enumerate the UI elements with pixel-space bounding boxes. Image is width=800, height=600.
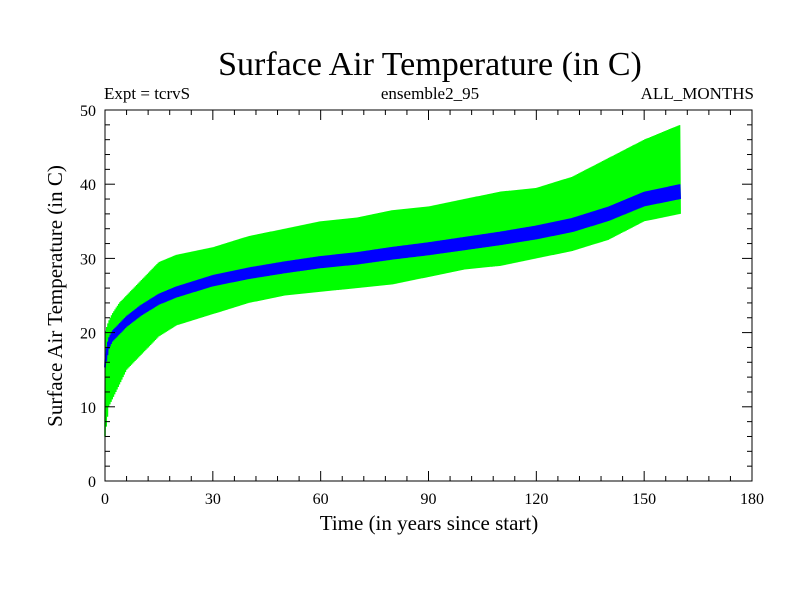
y-tick-labels: 0 10 20 30 40 50 bbox=[80, 103, 96, 491]
x-tick-label: 150 bbox=[632, 491, 656, 508]
y-tick-label: 10 bbox=[80, 400, 96, 417]
mean-line bbox=[104, 184, 682, 368]
chart-title: Surface Air Temperature (in C) bbox=[218, 46, 642, 83]
y-tick-label: 30 bbox=[80, 251, 96, 268]
y-tick-label: 0 bbox=[88, 474, 96, 491]
subtitle-center: ensemble2_95 bbox=[381, 84, 479, 103]
x-tick-label: 0 bbox=[101, 491, 109, 508]
subtitle-right: ALL_MONTHS bbox=[641, 84, 754, 103]
y-tick-label: 40 bbox=[80, 177, 96, 194]
spread-series bbox=[104, 125, 681, 437]
spread-line bbox=[104, 125, 681, 437]
y-tick-label: 50 bbox=[80, 103, 96, 120]
y-tick-label: 20 bbox=[80, 326, 96, 343]
mean-series bbox=[104, 184, 682, 368]
y-axis-label: Surface Air Temperature (in C) bbox=[43, 165, 67, 427]
x-tick-label: 60 bbox=[313, 491, 329, 508]
x-tick-label: 90 bbox=[421, 491, 437, 508]
x-axis-label: Time (in years since start) bbox=[320, 511, 539, 535]
x-tick-label: 180 bbox=[740, 491, 764, 508]
x-tick-label: 30 bbox=[205, 491, 221, 508]
x-tick-labels: 0 30 60 90 120 150 180 bbox=[101, 491, 764, 508]
axis-ticks bbox=[104, 109, 753, 482]
subtitle-left: Expt = tcrvS bbox=[104, 84, 190, 103]
x-tick-label: 120 bbox=[524, 491, 548, 508]
